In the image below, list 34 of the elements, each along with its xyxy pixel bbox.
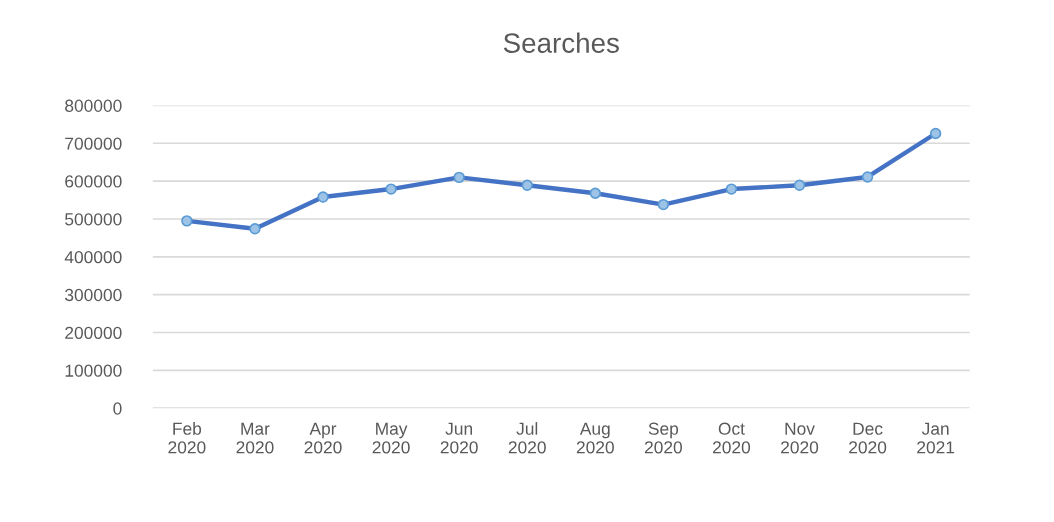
x-tick-label: Nov 2020 (781, 422, 819, 454)
point (793, 179, 806, 191)
y-tick-label: 400000 (64, 250, 122, 264)
x-tick-label: Dec 2020 (849, 422, 887, 454)
x-tick-label: Mar 2020 (236, 422, 274, 454)
point (929, 127, 942, 140)
x-tick-label: Aug 2020 (576, 422, 614, 454)
x-tick-label: Jan 2021 (917, 422, 955, 454)
x-tick-label: Sep 2020 (644, 422, 682, 454)
y-tick-label: 700000 (65, 137, 122, 150)
x-tick-label: Apr 2020 (304, 422, 342, 454)
point (657, 198, 670, 211)
x-tick-label: Feb 2020 (168, 422, 206, 454)
y-tick-label: 200000 (65, 326, 122, 339)
y-tick-label: 600000 (65, 175, 122, 188)
x-tick-label: Oct 2020 (713, 422, 751, 454)
y-tick-label: 800000 (65, 99, 122, 112)
y-tick-label: 500000 (65, 213, 122, 226)
x-tick-label: May 2020 (372, 422, 410, 454)
x-tick-label: Jul 2020 (508, 422, 546, 454)
point (453, 171, 465, 184)
point (589, 187, 601, 199)
y-tick-label: 100000 (65, 364, 122, 377)
point (861, 171, 874, 183)
point (249, 223, 261, 235)
point (385, 183, 397, 195)
point (181, 215, 193, 227)
chart-title: Searches (503, 32, 619, 53)
y-tick-label: 300000 (65, 288, 122, 302)
x-tick-label: Jun 2020 (440, 422, 478, 454)
y-tick-label: 0 (113, 402, 122, 415)
point (725, 183, 738, 195)
point (317, 191, 329, 203)
point (521, 179, 533, 191)
